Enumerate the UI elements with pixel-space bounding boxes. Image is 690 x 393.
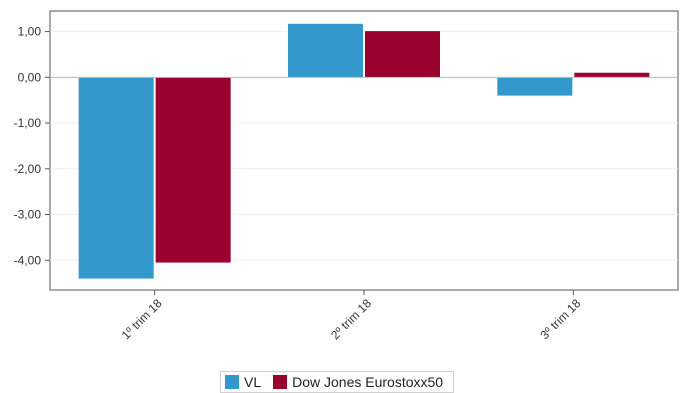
bar-vl-1 (78, 77, 154, 279)
y-tick-label: -4,00 (14, 253, 42, 267)
x-axis-ticks: 1º trim 18 2º trim 18 3º trim 18 (119, 290, 584, 342)
bar-eurostoxx-1 (155, 77, 231, 263)
legend-label-eurostoxx: Dow Jones Eurostoxx50 (292, 374, 444, 390)
x-tick-label: 1º trim 18 (119, 296, 165, 342)
bar-eurostoxx-2 (365, 31, 440, 78)
x-tick-label: 3º trim 18 (537, 296, 583, 342)
y-tick-label: -3,00 (14, 208, 42, 222)
x-tick-label: 2º trim 18 (328, 296, 374, 342)
legend-item-eurostoxx: Dow Jones Eurostoxx50 (273, 374, 443, 390)
legend-swatch-eurostoxx (273, 375, 288, 389)
legend-item-vl: VL (225, 374, 261, 390)
bar-eurostoxx-3 (574, 72, 650, 78)
legend-swatch-vl (225, 375, 239, 389)
legend-label-vl: VL (244, 374, 262, 390)
y-tick-label: 1,00 (18, 25, 42, 39)
bar-vl-3 (497, 77, 573, 96)
legend: VL Dow Jones Eurostoxx50 (220, 371, 455, 393)
y-tick-label: -2,00 (14, 162, 42, 176)
bar-vl-2 (288, 23, 363, 78)
y-axis-ticks: 1,00 0,00 -1,00 -2,00 -3,00 -4,00 (14, 25, 50, 267)
bar-chart: 1,00 0,00 -1,00 -2,00 -3,00 -4,00 1º trim 18 2… (14, 10, 679, 342)
bars (78, 23, 650, 279)
y-tick-label: 0,00 (18, 70, 42, 84)
y-tick-label: -1,00 (14, 116, 42, 130)
plot-area (49, 10, 679, 291)
